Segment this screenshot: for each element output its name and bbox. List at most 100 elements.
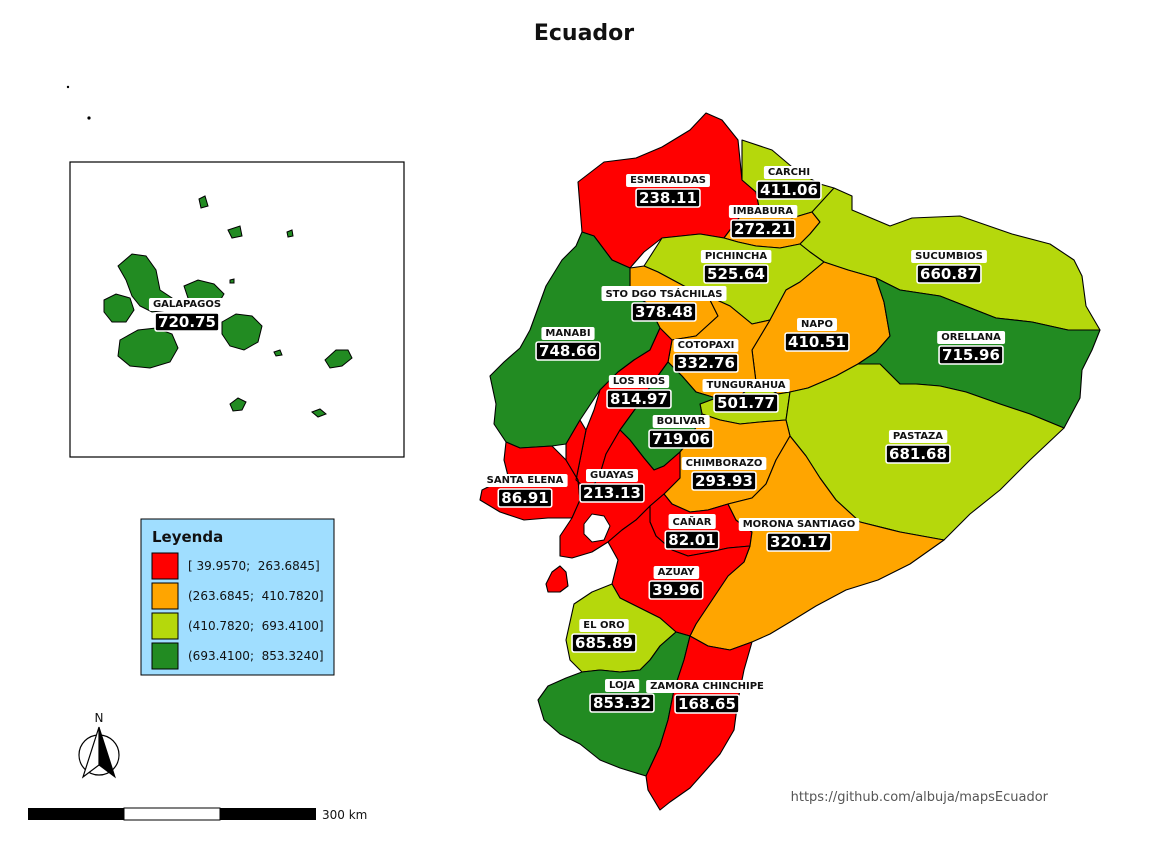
scale-segment-1 [28, 808, 124, 820]
province-value: 332.76 [677, 354, 735, 372]
province-value-background [497, 488, 553, 508]
north-arrow-right-half [98, 726, 116, 779]
province-name: ESMERALDAS [630, 175, 706, 186]
north-label: N [95, 711, 104, 725]
province-value-background [648, 580, 704, 600]
province-name: CHIMBORAZO [686, 458, 763, 469]
province-label-azuay: AZUAY 39.96 [648, 566, 704, 600]
legend-swatch [151, 612, 179, 640]
province-value-background [579, 483, 645, 503]
scale-bar: 300 km [28, 807, 367, 822]
province-name-background [937, 331, 1006, 344]
province-value-background [571, 633, 637, 653]
province-name-background [482, 474, 568, 487]
province-name: CAÑAR [673, 515, 712, 528]
pinta [227, 225, 243, 239]
province-value-background [674, 694, 740, 714]
province-value: 501.77 [717, 394, 775, 412]
province-value-background [589, 693, 655, 713]
darwin [198, 195, 209, 209]
province-value: 39.96 [652, 581, 699, 599]
north-arrow: N [78, 711, 120, 779]
islet [87, 116, 91, 120]
santa-fe [273, 349, 283, 357]
province-name: TUNGURAHUA [707, 380, 786, 391]
province-value: 720.75 [158, 313, 216, 331]
province-name-background [646, 680, 769, 693]
province-name: MANABI [545, 328, 590, 339]
province-value-background [703, 264, 769, 284]
province-value: 748.66 [539, 342, 597, 360]
province-name: GALAPAGOS [153, 299, 221, 310]
province-value-background [756, 180, 822, 200]
isabela-south [117, 327, 179, 369]
province-name-background [605, 679, 640, 692]
province-name: LOS RIOS [613, 376, 665, 387]
puna-island [583, 513, 611, 543]
province-value: 719.06 [652, 430, 710, 448]
province-label-bolivar: BOLIVAR 719.06 [648, 415, 714, 449]
province-name-background [541, 327, 595, 340]
province-label-el-oro: EL ORO 685.89 [571, 619, 637, 653]
province-label-tungurahua: TUNGURAHUA 501.77 [702, 379, 790, 413]
province-name: ORELLANA [941, 332, 1001, 343]
province-label-zamora-chinchipe: ZAMORA CHINCHIPE 168.65 [646, 680, 769, 714]
fernandina [103, 293, 135, 323]
province-value: 685.89 [575, 634, 633, 652]
credit-text: https://github.com/albuja/mapsEcuador [791, 790, 1049, 805]
province-value: 86.91 [501, 489, 548, 507]
province-label-orellana: ORELLANA 715.96 [937, 331, 1006, 365]
province-value-background [631, 302, 697, 322]
province-value-background [648, 429, 714, 449]
province-value: 320.17 [770, 533, 828, 551]
province-name: PICHINCHA [705, 251, 768, 262]
province-value: 715.96 [942, 346, 1000, 364]
province-name: AZUAY [658, 567, 696, 578]
province-name: MORONA SANTIAGO [743, 519, 856, 530]
province-label-pastaza: PASTAZA 681.68 [885, 430, 951, 464]
province-name: BOLIVAR [657, 416, 706, 427]
province-name-background [911, 250, 987, 263]
province-value: 238.11 [639, 189, 697, 207]
province-name-background [652, 415, 710, 428]
province-value-background [154, 312, 220, 332]
province-name-background [668, 514, 716, 529]
province-label-esmeraldas: ESMERALDAS 238.11 [626, 174, 710, 208]
legend-items: [ 39.9570; 263.6845] (263.6845; 410.7820]… [151, 552, 324, 670]
espanola [311, 408, 327, 418]
province-name-background [728, 205, 798, 218]
province-value-background [635, 188, 701, 208]
genovesa [286, 229, 294, 238]
scale-label: 300 km [322, 808, 367, 822]
province-name: NAPO [801, 319, 833, 330]
legend-swatch [151, 642, 179, 670]
legend-label: [ 39.9570; 263.6845] [188, 559, 320, 573]
province-name-background [608, 375, 670, 388]
province-label-pichincha: PICHINCHA 525.64 [700, 250, 772, 284]
province-value-background [916, 264, 982, 284]
province-labels: GALAPAGOS 720.75 ESMERALDAS 238.11 CARCHI 411… [148, 166, 1006, 714]
province-value: 525.64 [707, 265, 765, 283]
province-value-background [784, 332, 850, 352]
province-name: IMBABURA [733, 206, 793, 217]
province-label-imbabura: IMBABURA 272.21 [728, 205, 798, 239]
province-name-background [601, 286, 727, 301]
province-name: EL ORO [583, 620, 624, 631]
province-name-background [888, 430, 948, 443]
province-name: SANTA ELENA [487, 475, 564, 486]
province-value: 378.48 [635, 303, 693, 321]
province-value-background [664, 530, 720, 550]
province-label-galapagos: GALAPAGOS 720.75 [148, 298, 226, 332]
province-value-background [766, 532, 832, 552]
province-label-loja: LOJA 853.32 [589, 679, 655, 713]
province-label-santa-elena: SANTA ELENA 86.91 [482, 474, 568, 508]
province-name-background [700, 250, 772, 263]
province-name: PASTAZA [893, 431, 943, 442]
legend: Leyenda [ 39.9570; 263.6845] (263.6845; 4… [140, 518, 335, 676]
province-label-sucumbios: SUCUMBIOS 660.87 [911, 250, 987, 284]
floreana [229, 397, 247, 412]
province-name-background [653, 566, 700, 579]
province-name-background [148, 298, 226, 311]
scale-segment-3 [220, 808, 316, 820]
province-zamora-chinchipe[interactable] [645, 635, 753, 811]
